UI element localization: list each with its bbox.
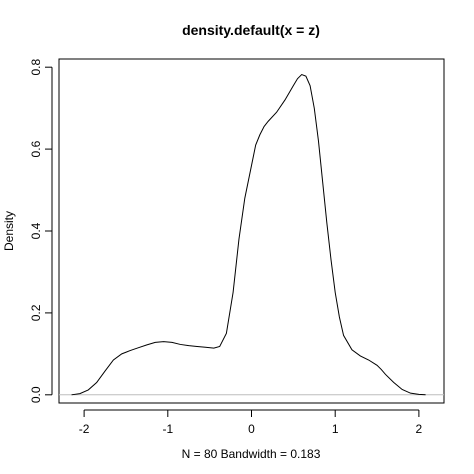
density-curve [71, 73, 426, 396]
y-tick-label: 0.0 [29, 386, 43, 403]
x-axis: -2 -1 0 1 2 [79, 409, 423, 436]
y-tick-label: 0.4 [29, 222, 43, 239]
y-tick-label: 0.2 [29, 304, 43, 321]
y-tick-label: 0.8 [29, 59, 43, 76]
plot-frame [58, 58, 445, 404]
y-tick-label: 0.6 [29, 140, 43, 157]
x-axis-label: N = 80 Bandwidth = 0.183 [182, 447, 321, 461]
x-tick-label: -2 [79, 422, 90, 436]
x-tick-label: 2 [416, 422, 423, 436]
x-tick-label: -1 [162, 422, 173, 436]
y-axis: 0.0 0.2 0.4 0.6 0.8 [29, 59, 53, 403]
x-tick-label: 1 [332, 422, 339, 436]
y-axis-label: Density [2, 211, 16, 251]
x-tick-label: 0 [248, 422, 255, 436]
chart-title: density.default(x = z) [182, 22, 320, 38]
